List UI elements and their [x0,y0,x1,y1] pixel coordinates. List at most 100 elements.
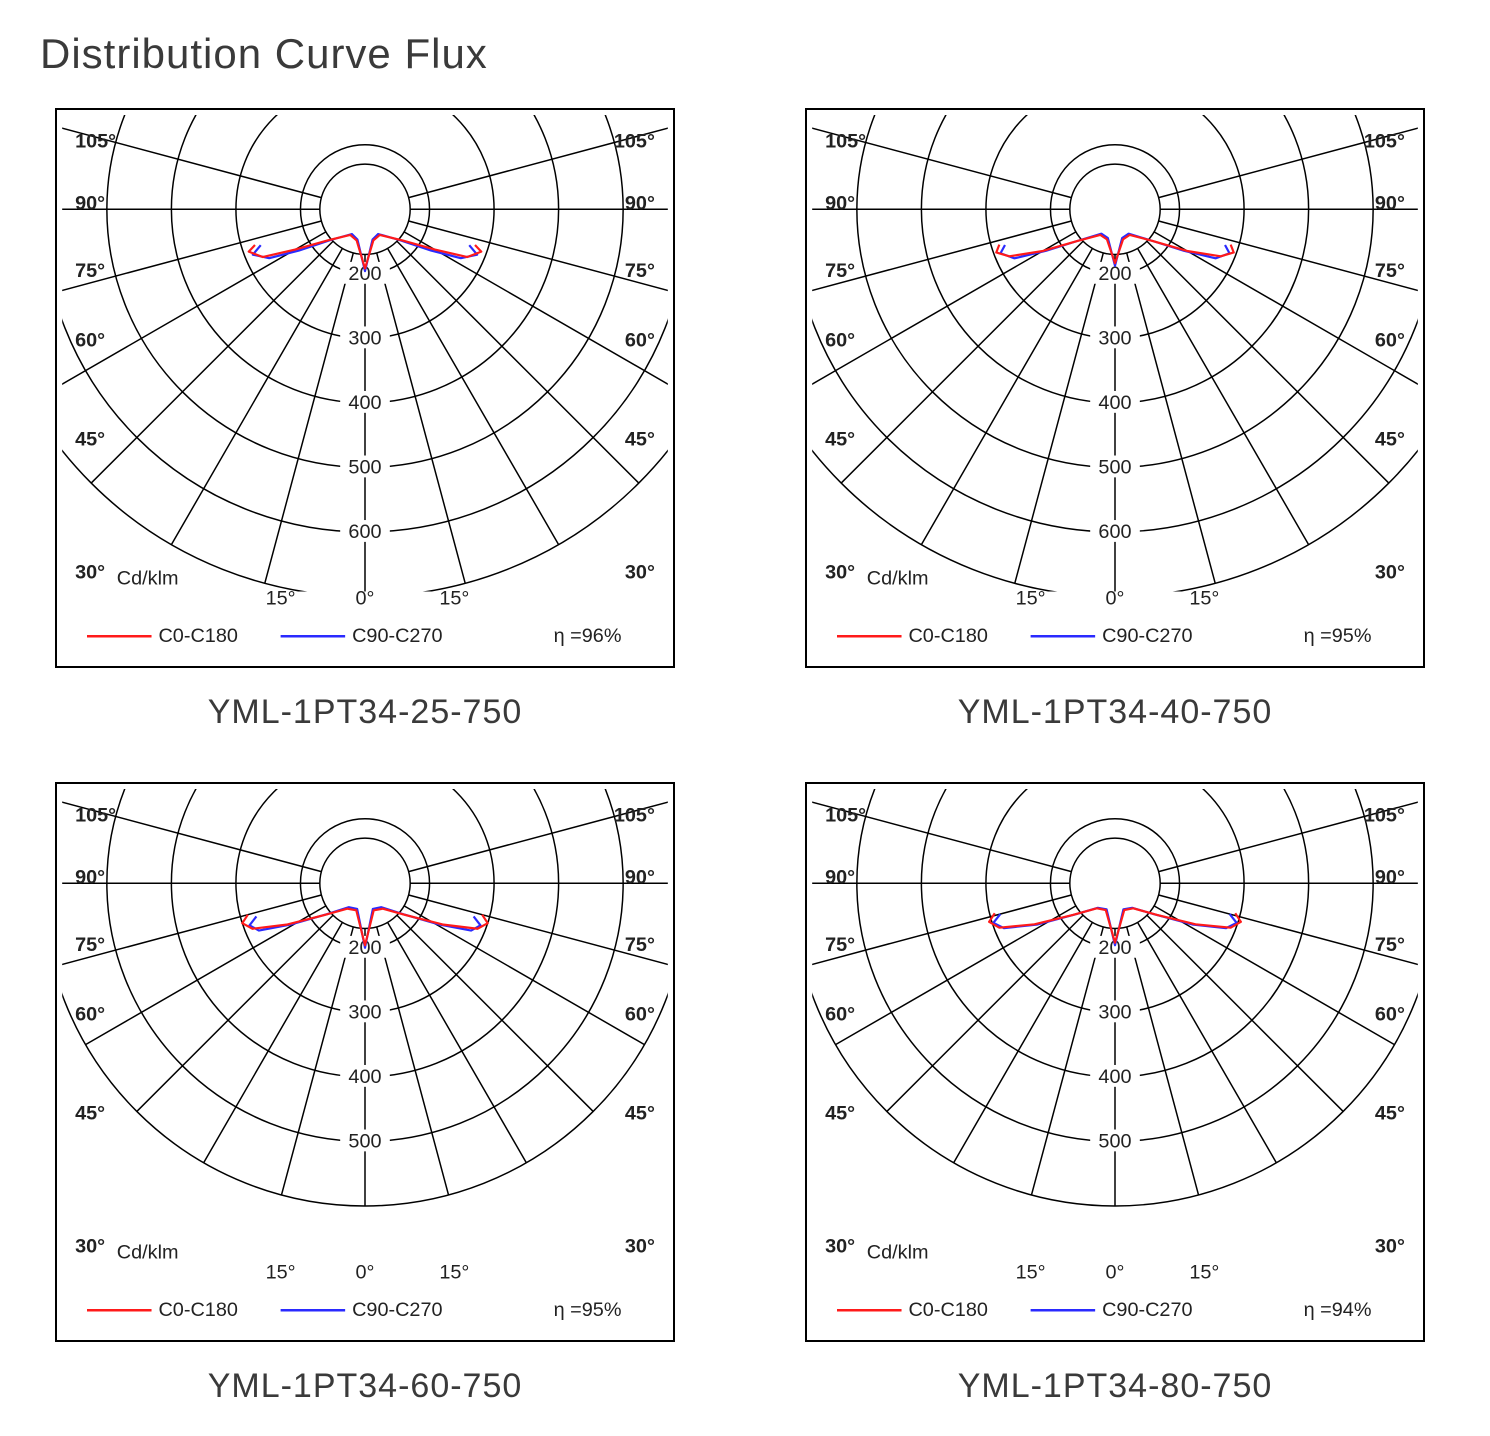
svg-text:90°: 90° [825,192,855,214]
svg-text:45°: 45° [825,429,855,451]
model-label: YML-1PT34-60-750 [208,1367,523,1406]
polar-chart: 200300400500600105°90°75°60°45°30°105°90… [55,108,675,668]
svg-text:105°: 105° [614,805,655,827]
svg-text:15°: 15° [439,1261,469,1283]
model-label: YML-1PT34-40-750 [958,693,1273,732]
svg-text:45°: 45° [625,429,655,451]
svg-text:500: 500 [1098,1130,1131,1152]
svg-text:90°: 90° [625,192,655,214]
svg-text:75°: 75° [1375,260,1405,282]
svg-text:60°: 60° [625,329,655,351]
svg-text:75°: 75° [1375,934,1405,956]
model-label: YML-1PT34-80-750 [958,1367,1273,1406]
svg-text:600: 600 [348,521,381,543]
svg-text:C90-C270: C90-C270 [352,625,442,647]
svg-text:600: 600 [1098,521,1131,543]
svg-text:75°: 75° [75,934,105,956]
svg-text:C90-C270: C90-C270 [1102,625,1192,647]
svg-text:30°: 30° [625,562,655,584]
svg-text:Cd/klm: Cd/klm [117,1242,179,1264]
svg-text:90°: 90° [1375,192,1405,214]
svg-text:60°: 60° [625,1003,655,1025]
svg-text:15°: 15° [1189,1261,1219,1283]
svg-text:45°: 45° [1375,429,1405,451]
svg-text:15°: 15° [266,587,296,609]
svg-text:300: 300 [1098,1001,1131,1023]
svg-text:0°: 0° [1106,1261,1125,1283]
svg-text:C0-C180: C0-C180 [908,625,987,647]
svg-text:60°: 60° [1375,1003,1405,1025]
svg-text:30°: 30° [1375,1236,1405,1258]
chart-grid: 200300400500600105°90°75°60°45°30°105°90… [30,108,1450,1406]
svg-text:15°: 15° [1016,1261,1046,1283]
svg-text:η =95%: η =95% [1304,625,1372,647]
svg-text:75°: 75° [825,260,855,282]
svg-text:30°: 30° [625,1236,655,1258]
svg-text:90°: 90° [1375,866,1405,888]
svg-text:45°: 45° [625,1103,655,1125]
svg-text:90°: 90° [825,866,855,888]
svg-text:75°: 75° [75,260,105,282]
svg-text:400: 400 [348,392,381,414]
svg-text:75°: 75° [625,260,655,282]
svg-text:Cd/klm: Cd/klm [117,568,179,590]
svg-text:60°: 60° [825,1003,855,1025]
svg-text:60°: 60° [75,1003,105,1025]
svg-text:C90-C270: C90-C270 [352,1299,442,1321]
svg-text:60°: 60° [825,329,855,351]
svg-text:90°: 90° [75,866,105,888]
svg-text:30°: 30° [825,562,855,584]
svg-text:C90-C270: C90-C270 [1102,1299,1192,1321]
svg-text:0°: 0° [356,587,375,609]
svg-text:105°: 105° [825,805,866,827]
svg-text:105°: 105° [614,131,655,153]
svg-text:500: 500 [348,456,381,478]
svg-text:η =96%: η =96% [554,625,622,647]
svg-text:400: 400 [348,1066,381,1088]
polar-chart: 200300400500600105°90°75°60°45°30°105°90… [805,108,1425,668]
svg-text:30°: 30° [75,562,105,584]
svg-text:C0-C180: C0-C180 [158,625,237,647]
svg-text:45°: 45° [1375,1103,1405,1125]
svg-text:300: 300 [1098,327,1131,349]
chart-cell: 200300400500600105°90°75°60°45°30°105°90… [30,108,700,732]
svg-text:300: 300 [348,1001,381,1023]
svg-text:0°: 0° [1106,587,1125,609]
svg-text:C0-C180: C0-C180 [158,1299,237,1321]
svg-text:90°: 90° [75,192,105,214]
svg-text:45°: 45° [75,429,105,451]
svg-text:500: 500 [1098,456,1131,478]
svg-text:30°: 30° [825,1236,855,1258]
svg-text:15°: 15° [1016,587,1046,609]
model-label: YML-1PT34-25-750 [208,693,523,732]
svg-text:90°: 90° [625,866,655,888]
svg-text:η =94%: η =94% [1304,1299,1372,1321]
chart-cell: 200300400500600105°90°75°60°45°30°105°90… [780,108,1450,732]
svg-text:Cd/klm: Cd/klm [867,1242,929,1264]
chart-cell: 200300400500105°90°75°60°45°30°105°90°75… [780,782,1450,1406]
svg-text:500: 500 [348,1130,381,1152]
polar-chart: 200300400500105°90°75°60°45°30°105°90°75… [805,782,1425,1342]
page-title: Distribution Curve Flux [40,30,1460,78]
svg-text:105°: 105° [75,131,116,153]
svg-text:15°: 15° [439,587,469,609]
svg-text:0°: 0° [356,1261,375,1283]
chart-cell: 200300400500105°90°75°60°45°30°105°90°75… [30,782,700,1406]
svg-text:15°: 15° [266,1261,296,1283]
svg-text:60°: 60° [1375,329,1405,351]
svg-text:105°: 105° [75,805,116,827]
svg-text:45°: 45° [75,1103,105,1125]
polar-chart: 200300400500105°90°75°60°45°30°105°90°75… [55,782,675,1342]
svg-text:60°: 60° [75,329,105,351]
svg-text:75°: 75° [825,934,855,956]
svg-text:105°: 105° [1364,131,1405,153]
svg-text:30°: 30° [75,1236,105,1258]
svg-text:45°: 45° [825,1103,855,1125]
svg-text:400: 400 [1098,392,1131,414]
svg-text:30°: 30° [1375,562,1405,584]
svg-text:400: 400 [1098,1066,1131,1088]
svg-text:15°: 15° [1189,587,1219,609]
svg-text:105°: 105° [1364,805,1405,827]
svg-text:105°: 105° [825,131,866,153]
svg-text:300: 300 [348,327,381,349]
